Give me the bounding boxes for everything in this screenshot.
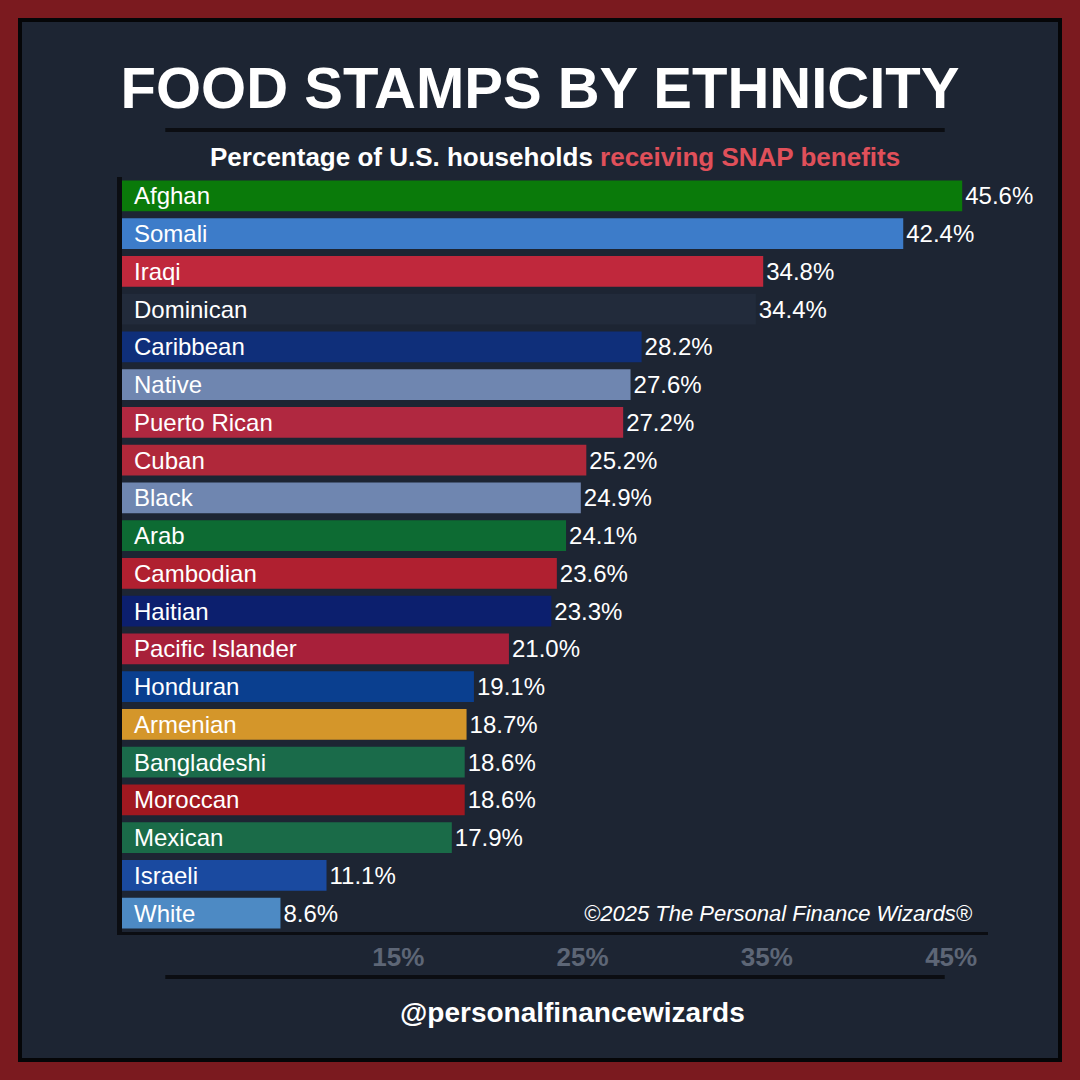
svg-text:Afghan: Afghan — [134, 182, 210, 209]
svg-text:Haitian: Haitian — [134, 598, 209, 625]
svg-text:28.2%: 28.2% — [645, 333, 713, 360]
svg-text:Bangladeshi: Bangladeshi — [134, 749, 266, 776]
svg-text:Armenian: Armenian — [134, 711, 237, 738]
svg-text:18.7%: 18.7% — [470, 711, 538, 738]
svg-text:Pacific Islander: Pacific Islander — [134, 635, 297, 662]
svg-text:Cambodian: Cambodian — [134, 560, 257, 587]
svg-text:Black: Black — [134, 484, 194, 511]
svg-text:18.6%: 18.6% — [468, 749, 536, 776]
svg-text:42.4%: 42.4% — [906, 220, 974, 247]
svg-text:@personalfinancewizards: @personalfinancewizards — [400, 997, 745, 1028]
svg-text:23.6%: 23.6% — [560, 560, 628, 587]
svg-text:Mexican: Mexican — [134, 824, 223, 851]
svg-text:11.1%: 11.1% — [330, 862, 396, 889]
svg-text:45%: 45% — [925, 942, 977, 972]
svg-text:34.4%: 34.4% — [759, 296, 827, 323]
svg-text:21.0%: 21.0% — [512, 635, 580, 662]
svg-text:27.6%: 27.6% — [634, 371, 702, 398]
svg-text:19.1%: 19.1% — [477, 673, 545, 700]
svg-text:White: White — [134, 900, 195, 927]
svg-text:Puerto Rican: Puerto Rican — [134, 409, 273, 436]
svg-text:Caribbean: Caribbean — [134, 333, 245, 360]
svg-text:17.9%: 17.9% — [455, 824, 523, 851]
svg-text:Percentage of U.S. households: Percentage of U.S. households receiving … — [210, 142, 900, 172]
svg-text:34.8%: 34.8% — [766, 258, 834, 285]
svg-text:Arab: Arab — [134, 522, 185, 549]
svg-text:18.6%: 18.6% — [468, 786, 536, 813]
svg-text:©2025 The Personal Finance Wiz: ©2025 The Personal Finance Wizards® — [584, 901, 973, 926]
svg-text:Native: Native — [134, 371, 202, 398]
svg-text:25%: 25% — [557, 942, 609, 972]
svg-text:Israeli: Israeli — [134, 862, 198, 889]
svg-text:27.2%: 27.2% — [626, 409, 694, 436]
svg-text:FOOD STAMPS BY ETHNICITY: FOOD STAMPS BY ETHNICITY — [121, 55, 960, 120]
svg-text:45.6%: 45.6% — [965, 182, 1033, 209]
svg-text:24.9%: 24.9% — [584, 484, 652, 511]
svg-text:Moroccan: Moroccan — [134, 786, 239, 813]
svg-text:Iraqi: Iraqi — [134, 258, 181, 285]
svg-text:24.1%: 24.1% — [569, 522, 637, 549]
svg-text:Dominican: Dominican — [134, 296, 247, 323]
svg-text:8.6%: 8.6% — [283, 900, 338, 927]
svg-text:Somali: Somali — [134, 220, 207, 247]
svg-text:Honduran: Honduran — [134, 673, 239, 700]
svg-text:35%: 35% — [741, 942, 793, 972]
svg-text:25.2%: 25.2% — [589, 447, 657, 474]
svg-text:15%: 15% — [372, 942, 424, 972]
svg-text:23.3%: 23.3% — [554, 598, 622, 625]
svg-text:Cuban: Cuban — [134, 447, 205, 474]
